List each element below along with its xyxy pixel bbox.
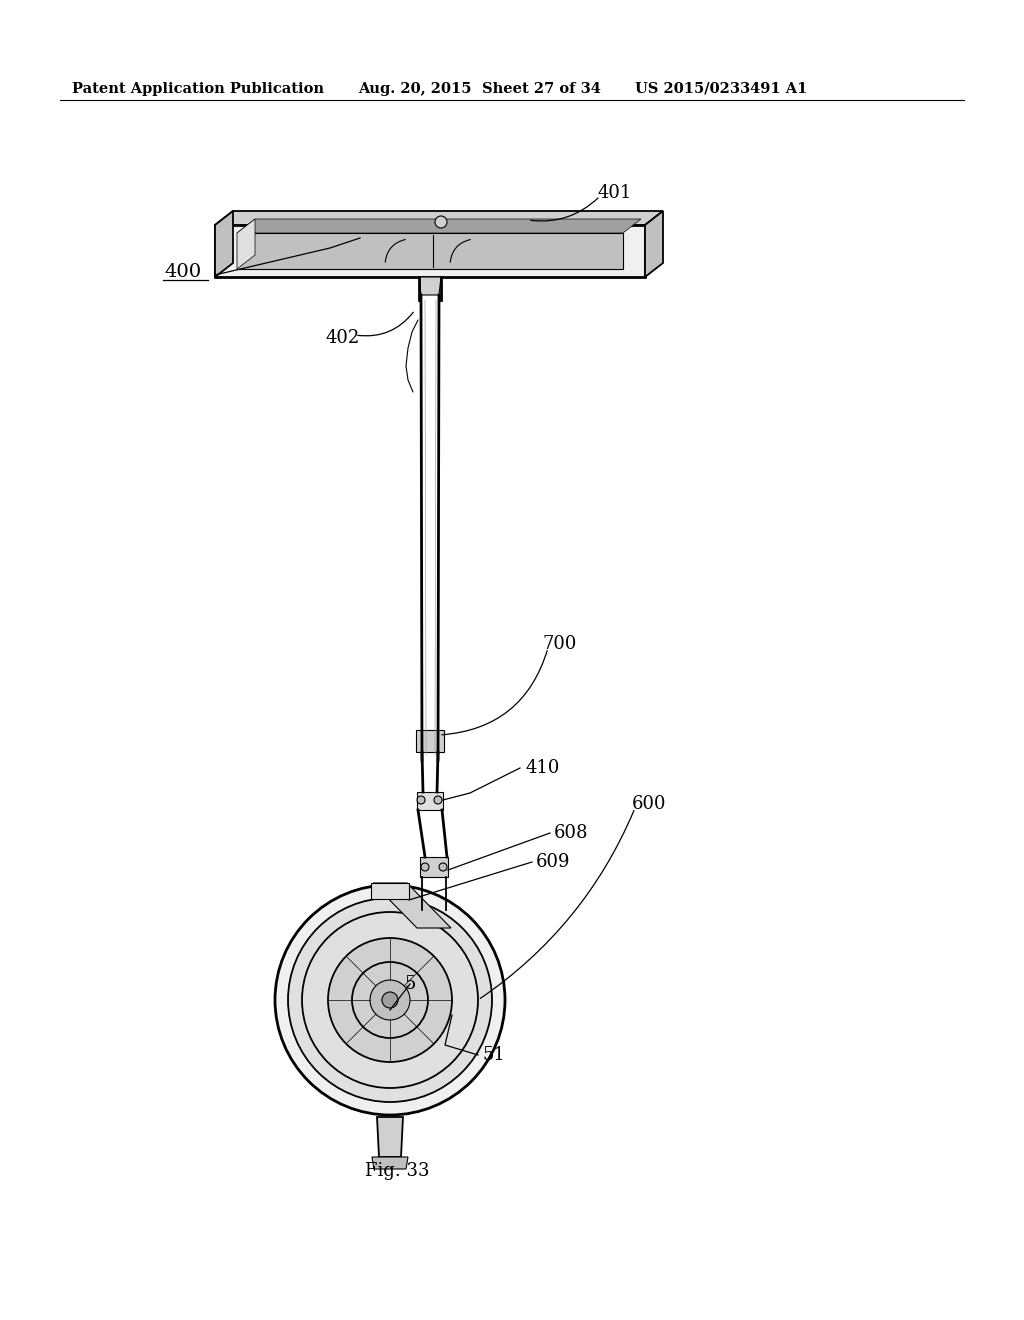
Circle shape <box>352 962 428 1038</box>
Polygon shape <box>215 211 233 277</box>
Text: 608: 608 <box>554 824 589 842</box>
Polygon shape <box>237 219 641 234</box>
Polygon shape <box>372 1158 408 1170</box>
Polygon shape <box>215 224 645 277</box>
Polygon shape <box>420 857 449 876</box>
Polygon shape <box>371 883 409 899</box>
Text: Sheet 27 of 34: Sheet 27 of 34 <box>482 82 601 96</box>
Polygon shape <box>645 211 663 277</box>
Text: Aug. 20, 2015: Aug. 20, 2015 <box>358 82 471 96</box>
Text: Patent Application Publication: Patent Application Publication <box>72 82 324 96</box>
Polygon shape <box>419 277 441 294</box>
Circle shape <box>370 979 410 1020</box>
Polygon shape <box>417 792 443 810</box>
Text: 609: 609 <box>536 853 570 871</box>
Polygon shape <box>373 883 451 928</box>
Circle shape <box>288 898 492 1102</box>
Text: 402: 402 <box>325 329 359 347</box>
Polygon shape <box>237 234 623 269</box>
Text: 401: 401 <box>597 183 632 202</box>
Text: Fig. 33: Fig. 33 <box>365 1162 429 1180</box>
Text: 5: 5 <box>404 975 416 993</box>
Text: 700: 700 <box>543 635 578 653</box>
Circle shape <box>302 912 478 1088</box>
Circle shape <box>439 863 447 871</box>
Polygon shape <box>237 219 255 269</box>
Circle shape <box>434 796 442 804</box>
Text: US 2015/0233491 A1: US 2015/0233491 A1 <box>635 82 807 96</box>
Circle shape <box>421 863 429 871</box>
Circle shape <box>435 216 447 228</box>
Circle shape <box>417 796 425 804</box>
Circle shape <box>382 993 398 1008</box>
Text: 400: 400 <box>164 263 201 281</box>
Circle shape <box>328 939 452 1063</box>
Polygon shape <box>416 730 444 752</box>
Circle shape <box>275 884 505 1115</box>
Text: 51: 51 <box>482 1045 505 1064</box>
Polygon shape <box>377 1117 403 1158</box>
Polygon shape <box>215 211 663 224</box>
Polygon shape <box>417 909 451 928</box>
Text: 600: 600 <box>632 795 667 813</box>
Text: 410: 410 <box>525 759 559 777</box>
